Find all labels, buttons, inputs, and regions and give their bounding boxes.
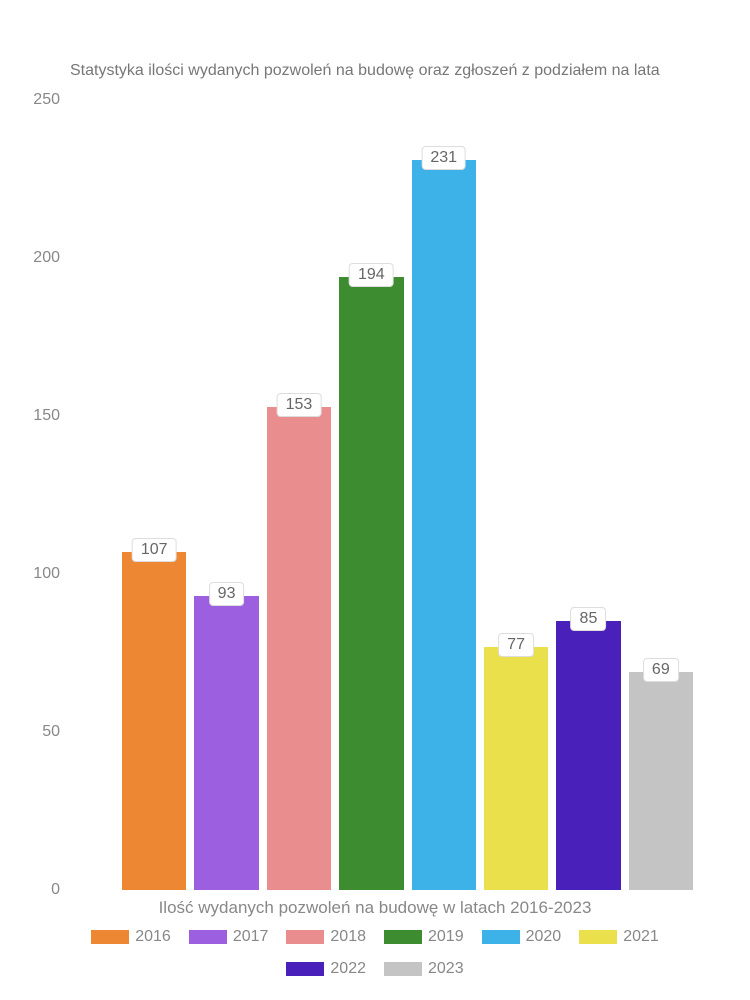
legend-item-2018: 2018 bbox=[286, 928, 366, 946]
bar-2017: 93 bbox=[194, 596, 258, 890]
legend-item-2020: 2020 bbox=[482, 928, 562, 946]
legend-label: 2023 bbox=[428, 960, 464, 978]
bar-value-label: 194 bbox=[349, 263, 394, 287]
bar-value-label: 93 bbox=[209, 582, 245, 606]
legend-swatch bbox=[286, 962, 324, 976]
bar-rect: 69 bbox=[629, 672, 693, 890]
bar-2022: 85 bbox=[556, 621, 620, 890]
y-tick-label: 50 bbox=[42, 723, 60, 741]
chart-title: Statystyka ilości wydanych pozwoleń na b… bbox=[70, 62, 660, 80]
legend-item-2022: 2022 bbox=[286, 960, 366, 978]
legend-swatch bbox=[482, 930, 520, 944]
bar-value-label: 69 bbox=[643, 658, 679, 682]
legend-item-2021: 2021 bbox=[579, 928, 659, 946]
legend-item-2017: 2017 bbox=[189, 928, 269, 946]
legend-label: 2019 bbox=[428, 928, 464, 946]
y-tick-label: 0 bbox=[51, 881, 60, 899]
bar-rect: 77 bbox=[484, 647, 548, 890]
legend-swatch bbox=[384, 962, 422, 976]
legend-label: 2017 bbox=[233, 928, 269, 946]
y-tick-label: 150 bbox=[33, 407, 60, 425]
y-tick-label: 200 bbox=[33, 249, 60, 267]
bar-rect: 93 bbox=[194, 596, 258, 890]
bar-rect: 231 bbox=[412, 160, 476, 890]
legend-swatch bbox=[579, 930, 617, 944]
bar-rect: 153 bbox=[267, 407, 331, 890]
bar-2021: 77 bbox=[484, 647, 548, 890]
bar-value-label: 153 bbox=[277, 393, 322, 417]
bar-value-label: 107 bbox=[132, 538, 177, 562]
bar-value-label: 85 bbox=[571, 607, 607, 631]
legend-swatch bbox=[189, 930, 227, 944]
bar-2020: 231 bbox=[412, 160, 476, 890]
chart-plot-area: 050100150200250 10793153194231778569 bbox=[110, 100, 705, 890]
bar-2023: 69 bbox=[629, 672, 693, 890]
legend-label: 2016 bbox=[135, 928, 171, 946]
bar-2018: 153 bbox=[267, 407, 331, 890]
legend: 2016 2017 2018 2019 2020 2021 2022 2023 bbox=[0, 928, 750, 978]
bars-container: 10793153194231778569 bbox=[110, 100, 705, 890]
legend-label: 2021 bbox=[623, 928, 659, 946]
bar-rect: 85 bbox=[556, 621, 620, 890]
bar-rect: 194 bbox=[339, 277, 403, 890]
bar-rect: 107 bbox=[122, 552, 186, 890]
x-axis-label: Ilość wydanych pozwoleń na budowę w lata… bbox=[0, 898, 750, 918]
bar-value-label: 231 bbox=[421, 146, 466, 170]
legend-label: 2018 bbox=[330, 928, 366, 946]
legend-swatch bbox=[384, 930, 422, 944]
bar-2019: 194 bbox=[339, 277, 403, 890]
legend-item-2019: 2019 bbox=[384, 928, 464, 946]
legend-item-2016: 2016 bbox=[91, 928, 171, 946]
legend-item-2023: 2023 bbox=[384, 960, 464, 978]
bar-2016: 107 bbox=[122, 552, 186, 890]
y-tick-label: 250 bbox=[33, 91, 60, 109]
legend-label: 2022 bbox=[330, 960, 366, 978]
y-tick-label: 100 bbox=[33, 565, 60, 583]
legend-swatch bbox=[91, 930, 129, 944]
bar-value-label: 77 bbox=[498, 633, 534, 657]
legend-swatch bbox=[286, 930, 324, 944]
legend-label: 2020 bbox=[526, 928, 562, 946]
